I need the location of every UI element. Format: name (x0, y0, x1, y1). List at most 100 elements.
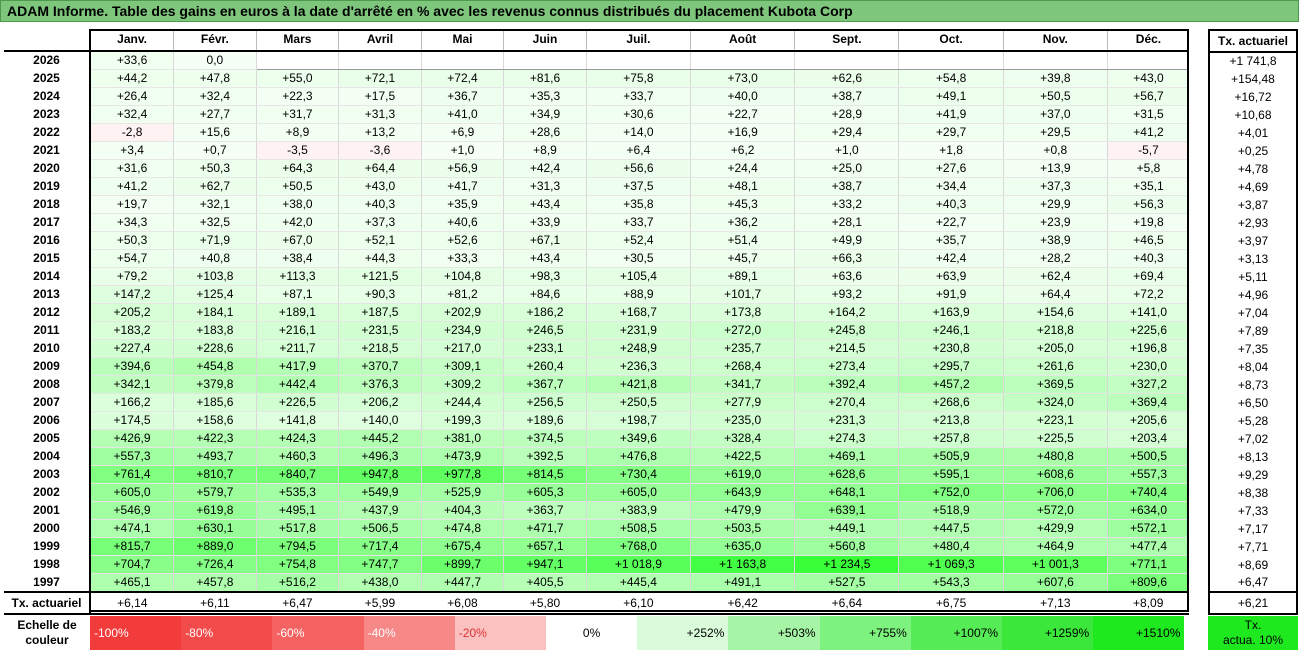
value-cell: +6,2 (690, 141, 795, 160)
tx-row: +1 741,8 (1208, 52, 1298, 70)
value-cell: +6,4 (585, 141, 691, 160)
value-cell: +754,8 (255, 555, 339, 574)
year-cell: 1997 (4, 573, 91, 592)
tx-row: +3,87 (1208, 196, 1298, 214)
value-cell: +158,6 (173, 411, 257, 430)
value-cell: +234,9 (420, 321, 504, 340)
month-header: Févr. (173, 29, 257, 52)
value-cell: +257,8 (898, 429, 1004, 448)
value-cell: +55,0 (255, 69, 339, 88)
value-cell: +38,7 (794, 87, 899, 106)
value-cell: +33,9 (503, 213, 587, 232)
value-cell: +23,9 (1002, 213, 1108, 232)
tx-value-cell: +4,69 (1208, 178, 1298, 196)
value-cell: +503,5 (690, 519, 795, 538)
value-cell: +493,7 (173, 447, 257, 466)
value-cell: +67,0 (255, 231, 339, 250)
value-cell: +496,3 (338, 447, 422, 466)
value-cell: +370,7 (338, 357, 422, 376)
value-cell: +706,0 (1002, 483, 1108, 502)
tx-value-cell: +16,72 (1208, 88, 1298, 106)
value-cell: +187,5 (338, 303, 422, 322)
value-cell: +41,2 (89, 177, 174, 196)
value-cell: +66,3 (794, 249, 899, 268)
year-cell: 1998 (4, 555, 91, 574)
year-cell: 2018 (4, 195, 91, 214)
value-cell: +643,9 (690, 483, 795, 502)
value-cell: +121,5 (338, 267, 422, 286)
value-cell: +543,3 (898, 573, 1004, 593)
actuarial-rate-table: Tx. actuariel +1 741,8 +154,48 +16,72 +10,6… (1208, 29, 1298, 615)
value-cell: +72,2 (1106, 285, 1189, 304)
value-cell: +71,9 (173, 231, 257, 250)
tx-row: +4,01 (1208, 124, 1298, 142)
legend-cell: -60% (272, 616, 364, 650)
value-cell: +41,9 (898, 105, 1004, 124)
table-row: 2026 +33,6 0,0 (4, 51, 1189, 70)
month-header: Janv. (89, 29, 174, 52)
tx-value-cell: +7,71 (1208, 538, 1298, 556)
value-cell: +619,0 (690, 465, 795, 484)
value-cell: +605,3 (503, 483, 587, 502)
value-cell: +557,3 (1106, 465, 1189, 484)
value-cell: +349,6 (585, 429, 691, 448)
value-cell (1106, 51, 1189, 70)
value-cell: +189,6 (503, 411, 587, 430)
value-cell: +0,8 (1002, 141, 1108, 160)
value-cell: +40,8 (173, 249, 257, 268)
month-header: Sept. (794, 29, 899, 52)
year-cell: 2021 (4, 141, 91, 160)
value-cell: +256,5 (503, 393, 587, 412)
month-header: Avril (338, 29, 422, 52)
value-cell: +518,9 (898, 501, 1004, 520)
value-cell: +261,6 (1002, 357, 1108, 376)
value-cell: +717,4 (338, 537, 422, 556)
value-cell: +477,4 (1106, 537, 1189, 556)
value-cell: +628,6 (794, 465, 899, 484)
value-cell: +457,8 (173, 573, 257, 593)
value-cell: +608,6 (1002, 465, 1108, 484)
value-cell: +32,4 (89, 105, 174, 124)
value-cell: +52,4 (585, 231, 691, 250)
value-cell: +52,6 (420, 231, 504, 250)
value-cell: +141,0 (1106, 303, 1189, 322)
value-cell: +474,8 (420, 519, 504, 538)
year-cell: 2012 (4, 303, 91, 322)
table-row: 2025 +44,2 +47,8 +55,0 +72,1 +72,4 +81,6 +75,8 +… (4, 69, 1189, 88)
value-cell: +40,0 (690, 87, 795, 106)
value-cell: +81,6 (503, 69, 587, 88)
value-cell: +840,7 (255, 465, 339, 484)
value-cell: +6,9 (420, 123, 504, 142)
value-cell: +977,8 (420, 465, 504, 484)
value-cell: +579,7 (173, 483, 257, 502)
table-row: 2020 +31,6 +50,3 +64,3 +64,4 +56,9 +42,4 +56,6 +… (4, 159, 1189, 178)
value-cell: +657,1 (503, 537, 587, 556)
value-cell: +473,9 (420, 447, 504, 466)
table-row: 2016 +50,3 +71,9 +67,0 +52,1 +52,6 +67,1 +52,4 +… (4, 231, 1189, 250)
month-header: Mars (255, 29, 339, 52)
value-cell: +1,0 (794, 141, 899, 160)
value-cell: +43,0 (1106, 69, 1189, 88)
value-cell: +1 069,3 (898, 555, 1004, 574)
value-cell: -5,7 (1106, 141, 1189, 160)
value-cell: +480,4 (898, 537, 1004, 556)
month-header-row: Janv. Févr. Mars Avril Mai Juin Juil. Août Sept.… (4, 29, 1189, 52)
year-cell: 2010 (4, 339, 91, 358)
value-cell: +479,9 (690, 501, 795, 520)
value-cell: +32,4 (173, 87, 257, 106)
value-cell: +205,2 (89, 303, 174, 322)
value-cell: +54,8 (898, 69, 1004, 88)
value-cell: +422,3 (173, 429, 257, 448)
tx-row: +5,28 (1208, 412, 1298, 430)
value-cell: +183,8 (173, 321, 257, 340)
value-cell: +40,3 (1106, 249, 1189, 268)
value-cell: +379,8 (173, 375, 257, 394)
value-cell: +37,0 (1002, 105, 1108, 124)
value-cell: +248,9 (585, 339, 691, 358)
tx-value-cell: +7,33 (1208, 502, 1298, 520)
tx-row: +7,04 (1208, 304, 1298, 322)
tx-value-cell: +1 741,8 (1208, 52, 1298, 70)
value-cell: +527,5 (794, 573, 899, 593)
value-cell: +505,9 (898, 447, 1004, 466)
tx-value-cell: +3,13 (1208, 250, 1298, 268)
